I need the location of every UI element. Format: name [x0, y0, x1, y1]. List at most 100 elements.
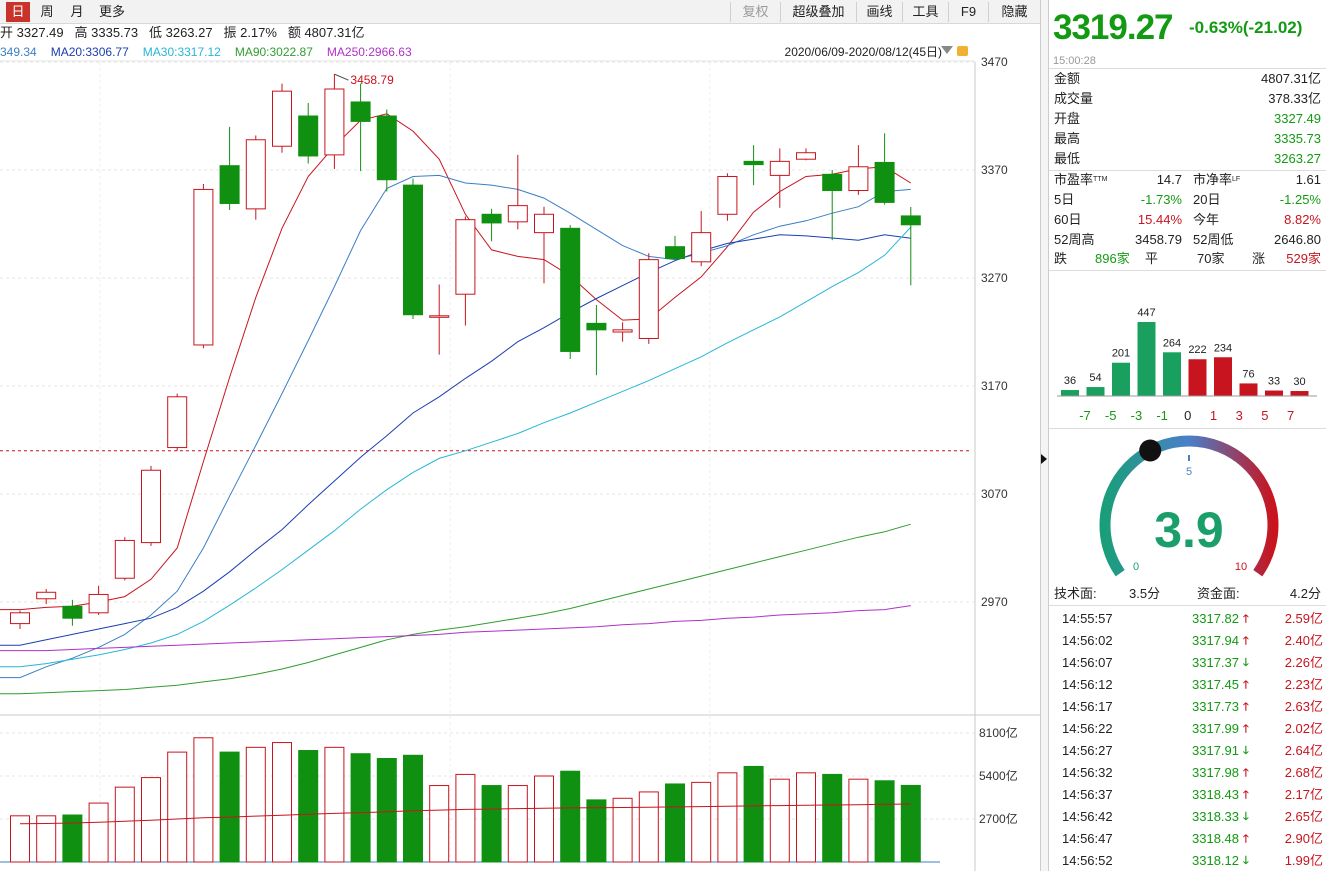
tick-row[interactable]: 14:56:17 3317.73 🡑 2.63亿 [1049, 696, 1326, 718]
tick-row[interactable]: 14:56:12 3317.45 🡑 2.23亿 [1049, 674, 1326, 696]
tab-more[interactable]: 更多 [98, 4, 125, 19]
volume-bar [638, 791, 659, 863]
tick-row[interactable]: 14:56:22 3317.99 🡑 2.02亿 [1049, 718, 1326, 740]
distribution-value-label: 36 [1064, 375, 1076, 387]
open-row: 开盘 3327.49 [1054, 111, 1321, 126]
candle-body [507, 205, 528, 223]
candle-body [403, 184, 423, 316]
tools-button[interactable]: 工具 [902, 2, 948, 22]
f9-button[interactable]: F9 [948, 2, 988, 22]
volume-bar [481, 785, 502, 863]
price-tick-label: 2970 [981, 595, 1008, 609]
tick-row[interactable]: 14:56:52 3318.12 🡓 1.99亿 [1049, 850, 1326, 871]
volume-bar [874, 780, 895, 863]
distribution-bar [1137, 322, 1156, 396]
tick-row[interactable]: 14:56:27 3317.91 🡓 2.64亿 [1049, 740, 1326, 762]
ma-legend-item: MA20:3306.77 [50, 45, 129, 59]
candle-body [743, 160, 764, 166]
pane-divider[interactable] [1040, 0, 1049, 871]
gauge-max-label: 10 [1235, 561, 1247, 573]
kline-pane: 3470 3370 3270 3170 3070 2970 8100亿 5400亿 2700亿 3… [0, 0, 1040, 871]
ma-line-ma90 [0, 523, 911, 695]
restore-button[interactable]: 复权 [730, 2, 780, 22]
overlay-button[interactable]: 超级叠加 [780, 2, 856, 22]
price-tick-label: 3270 [981, 271, 1008, 285]
candle-body [848, 166, 869, 192]
tick-row[interactable]: 14:56:32 3317.98 🡑 2.68亿 [1049, 762, 1326, 784]
distribution-axis-label: 7 [1287, 408, 1294, 423]
volume-bar [114, 786, 135, 863]
divider-line [1049, 428, 1326, 429]
candle-body [534, 213, 554, 234]
draw-line-button[interactable]: 画线 [856, 2, 902, 22]
tick-row[interactable]: 14:56:07 3317.37 🡓 2.26亿 [1049, 652, 1326, 674]
distribution-axis-label: -1 [1156, 408, 1168, 423]
tick-time: 14:56:02 [1062, 633, 1113, 648]
gauge-knob [1139, 439, 1162, 462]
tick-row[interactable]: 14:56:47 3318.48 🡑 2.90亿 [1049, 828, 1326, 850]
ma-line-ma250 [0, 605, 911, 652]
tick-time: 14:56:37 [1062, 787, 1113, 802]
tick-price: 3318.48 [1192, 831, 1239, 846]
amplitude-value: 2.17% [240, 25, 277, 40]
d60-cell: 60日 15.44% [1054, 212, 1182, 227]
volume-bar [324, 746, 345, 863]
ma-line-ma5 [0, 113, 912, 611]
candle-body [10, 612, 30, 625]
distribution-value-label: 447 [1137, 307, 1155, 319]
volume-bar [612, 797, 633, 863]
ohlc-info-bar: 开 3327.49 高 3335.73 低 3263.27 振 2.17% 额 … [0, 24, 1040, 42]
lock-icon[interactable] [957, 46, 968, 56]
tick-row[interactable]: 14:55:57 3317.82 🡑 2.59亿 [1049, 608, 1326, 630]
tick-time: 14:56:32 [1062, 765, 1113, 780]
chart-toolbar: 日 周 月 更多 复权 超级叠加 画线 工具 F9 隐藏 [0, 0, 1040, 24]
tick-row[interactable]: 14:56:02 3317.94 🡑 2.40亿 [1049, 630, 1326, 652]
dropdown-arrow-icon[interactable] [941, 46, 953, 54]
last-price: 3319.27 [1053, 8, 1174, 47]
ma-legend-item: 349.34 [0, 45, 37, 59]
tick-row[interactable]: 14:56:37 3318.43 🡑 2.17亿 [1049, 784, 1326, 806]
candle-body [481, 213, 502, 224]
ma-legend-item: MA30:3317.12 [142, 45, 221, 59]
price-tick-label: 3170 [981, 379, 1008, 393]
tech-score: 3.5分 [1129, 586, 1161, 601]
ma-line-ma30 [0, 226, 912, 668]
tick-row[interactable]: 14:56:42 3318.33 🡓 2.65亿 [1049, 806, 1326, 828]
tick-time: 14:56:47 [1062, 831, 1113, 846]
ma-line-ma10 [0, 174, 911, 679]
distribution-axis-label: -5 [1105, 408, 1117, 423]
kline-chart[interactable]: 3470 3370 3270 3170 3070 2970 8100亿 5400亿 2700亿 3… [0, 0, 1040, 871]
tick-amount: 2.40亿 [1284, 633, 1323, 648]
arrow-up-icon: 🡑 [1243, 789, 1249, 801]
distribution-axis-label: 0 [1184, 408, 1191, 423]
high-marker-label: 3458.79 [350, 73, 394, 87]
date-range-info[interactable]: 2020/06/09-2020/08/12(45日) [784, 45, 942, 59]
d20-cell: 20日 -1.25% [1193, 192, 1321, 207]
distribution-bar [1061, 390, 1079, 396]
candle-body [612, 329, 633, 333]
volume-bar [586, 799, 607, 863]
tab-daily[interactable]: 日 [6, 2, 30, 22]
candle-body [62, 605, 83, 619]
candle-body [114, 539, 135, 579]
distribution-axis-label: 5 [1261, 408, 1268, 423]
candle-body [717, 175, 738, 215]
amount-row: 金额 4807.31亿 [1054, 71, 1321, 86]
volume-bar [36, 815, 57, 863]
amount-value: 4807.31亿 [304, 25, 365, 40]
rise-fall-distribution-chart: 36 54 201 447 264 222 234 76 33 30 -7 -5 -3 -1 0 1 3 5 7 [1057, 307, 1317, 423]
quote-time: 15:00:28 [1053, 55, 1096, 67]
hide-button[interactable]: 隐藏 [988, 2, 1040, 22]
distribution-value-label: 54 [1089, 372, 1101, 384]
tab-weekly[interactable]: 周 [40, 4, 54, 19]
tick-time: 14:56:17 [1062, 699, 1113, 714]
ma-legend-item: MA250:2966.63 [326, 45, 412, 59]
collapse-arrow-icon[interactable] [1041, 454, 1047, 464]
arrow-up-icon: 🡑 [1243, 613, 1249, 625]
distribution-value-label: 201 [1112, 348, 1130, 360]
tab-monthly[interactable]: 月 [70, 4, 84, 19]
tick-price: 3318.43 [1192, 787, 1239, 802]
distribution-bar [1112, 362, 1130, 396]
tick-amount: 2.68亿 [1284, 765, 1323, 780]
